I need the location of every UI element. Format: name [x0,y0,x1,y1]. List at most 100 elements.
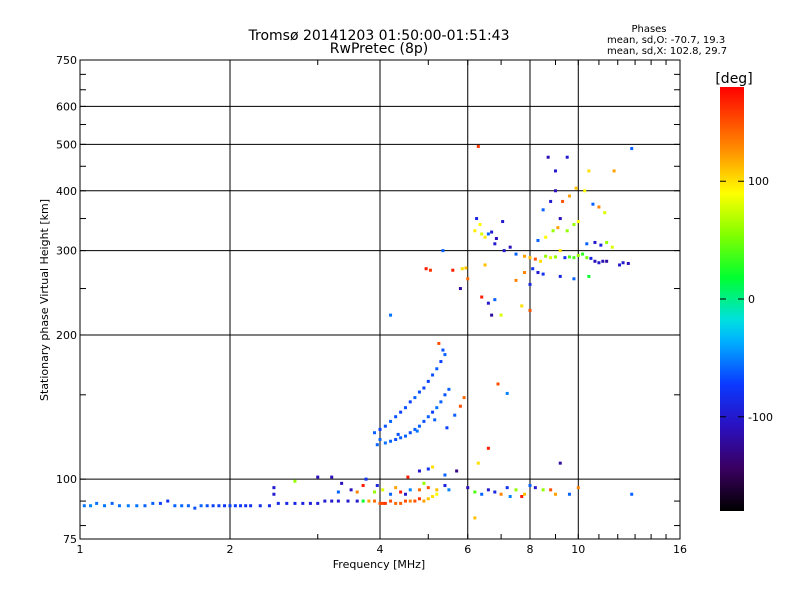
data-point [439,360,443,364]
data-point [143,504,147,508]
data-point [466,486,470,490]
data-point [186,504,190,508]
data-point [549,199,553,203]
data-point [490,313,494,317]
x-tick-label: 4 [377,543,384,556]
data-point [399,490,403,494]
data-point [428,268,432,272]
data-point [533,486,537,490]
data-point [426,497,430,501]
data-point [630,147,634,151]
colorbar-ticks: 100 0 -100 [720,175,773,424]
data-point [572,223,576,227]
data-point [417,469,421,473]
data-point [389,499,393,503]
data-point [389,419,393,423]
data-point [558,461,562,465]
data-point [618,263,622,267]
data-point [403,434,407,438]
data-point [574,186,578,190]
data-point [346,499,350,503]
data-point [473,490,477,494]
data-point [451,268,455,272]
data-point [417,390,421,394]
data-point [308,501,312,505]
data-point [523,254,527,258]
data-point [228,504,232,508]
y-tick-label: 500 [56,138,77,151]
data-point [514,252,518,256]
data-point [431,465,435,469]
y-tick-label: 100 [56,473,77,486]
data-point [375,483,379,487]
data-point [431,410,435,414]
data-point [589,256,593,260]
data-point [572,277,576,281]
data-point [567,194,571,198]
data-point [211,504,215,508]
data-point [447,488,451,492]
data-point [443,483,447,487]
data-point [462,396,466,400]
data-point [531,267,535,271]
data-point [89,504,93,508]
axis-ticks [79,59,681,540]
data-point [244,504,248,508]
data-point [272,486,276,490]
data-point [394,415,398,419]
data-point [536,238,540,242]
data-point [544,254,548,258]
data-point [458,404,462,408]
data-point [601,259,605,263]
data-point [293,479,297,483]
data-point [541,488,545,492]
data-point [475,217,479,221]
y-tick-label: 75 [63,533,77,546]
data-point [417,488,421,492]
data-point [431,373,435,377]
data-point [435,492,439,496]
data-point [394,438,398,442]
data-point [437,341,441,345]
data-point [408,431,412,435]
data-point [520,304,524,308]
data-point [117,504,121,508]
data-point [486,301,490,305]
data-point [135,504,139,508]
data-point [476,144,480,148]
y-tick-label: 300 [56,245,77,258]
data-point [199,504,203,508]
data-point [403,406,407,410]
data-point [541,208,545,212]
data-point [435,406,439,410]
data-point [367,499,371,503]
data-point [426,379,430,383]
data-point [551,229,555,233]
legend-line-o: mean, sd,O: -70.7, 19.3 [607,35,725,46]
data-point [490,230,494,234]
data-point [180,504,184,508]
colorbar-label: [deg] [715,71,752,87]
data-point [330,499,334,503]
data-point [378,501,382,505]
y-tick-label: 600 [56,100,77,113]
data-point [553,189,557,193]
data-point [556,226,560,230]
data-point [249,504,253,508]
data-point [576,220,580,224]
data-point [383,424,387,428]
data-point [603,211,607,215]
data-point [272,492,276,496]
chart-subtitle: RwPretec (8p) [330,41,428,57]
data-point [561,199,565,203]
data-point [476,461,480,465]
data-point [364,477,368,481]
data-point [378,427,382,431]
data-point [394,501,398,505]
data-point [267,504,271,508]
data-point [483,263,487,267]
x-tick-labels: 1 2 4 6 8 10 16 [77,543,688,556]
data-point [587,274,591,278]
data-point [375,443,379,447]
